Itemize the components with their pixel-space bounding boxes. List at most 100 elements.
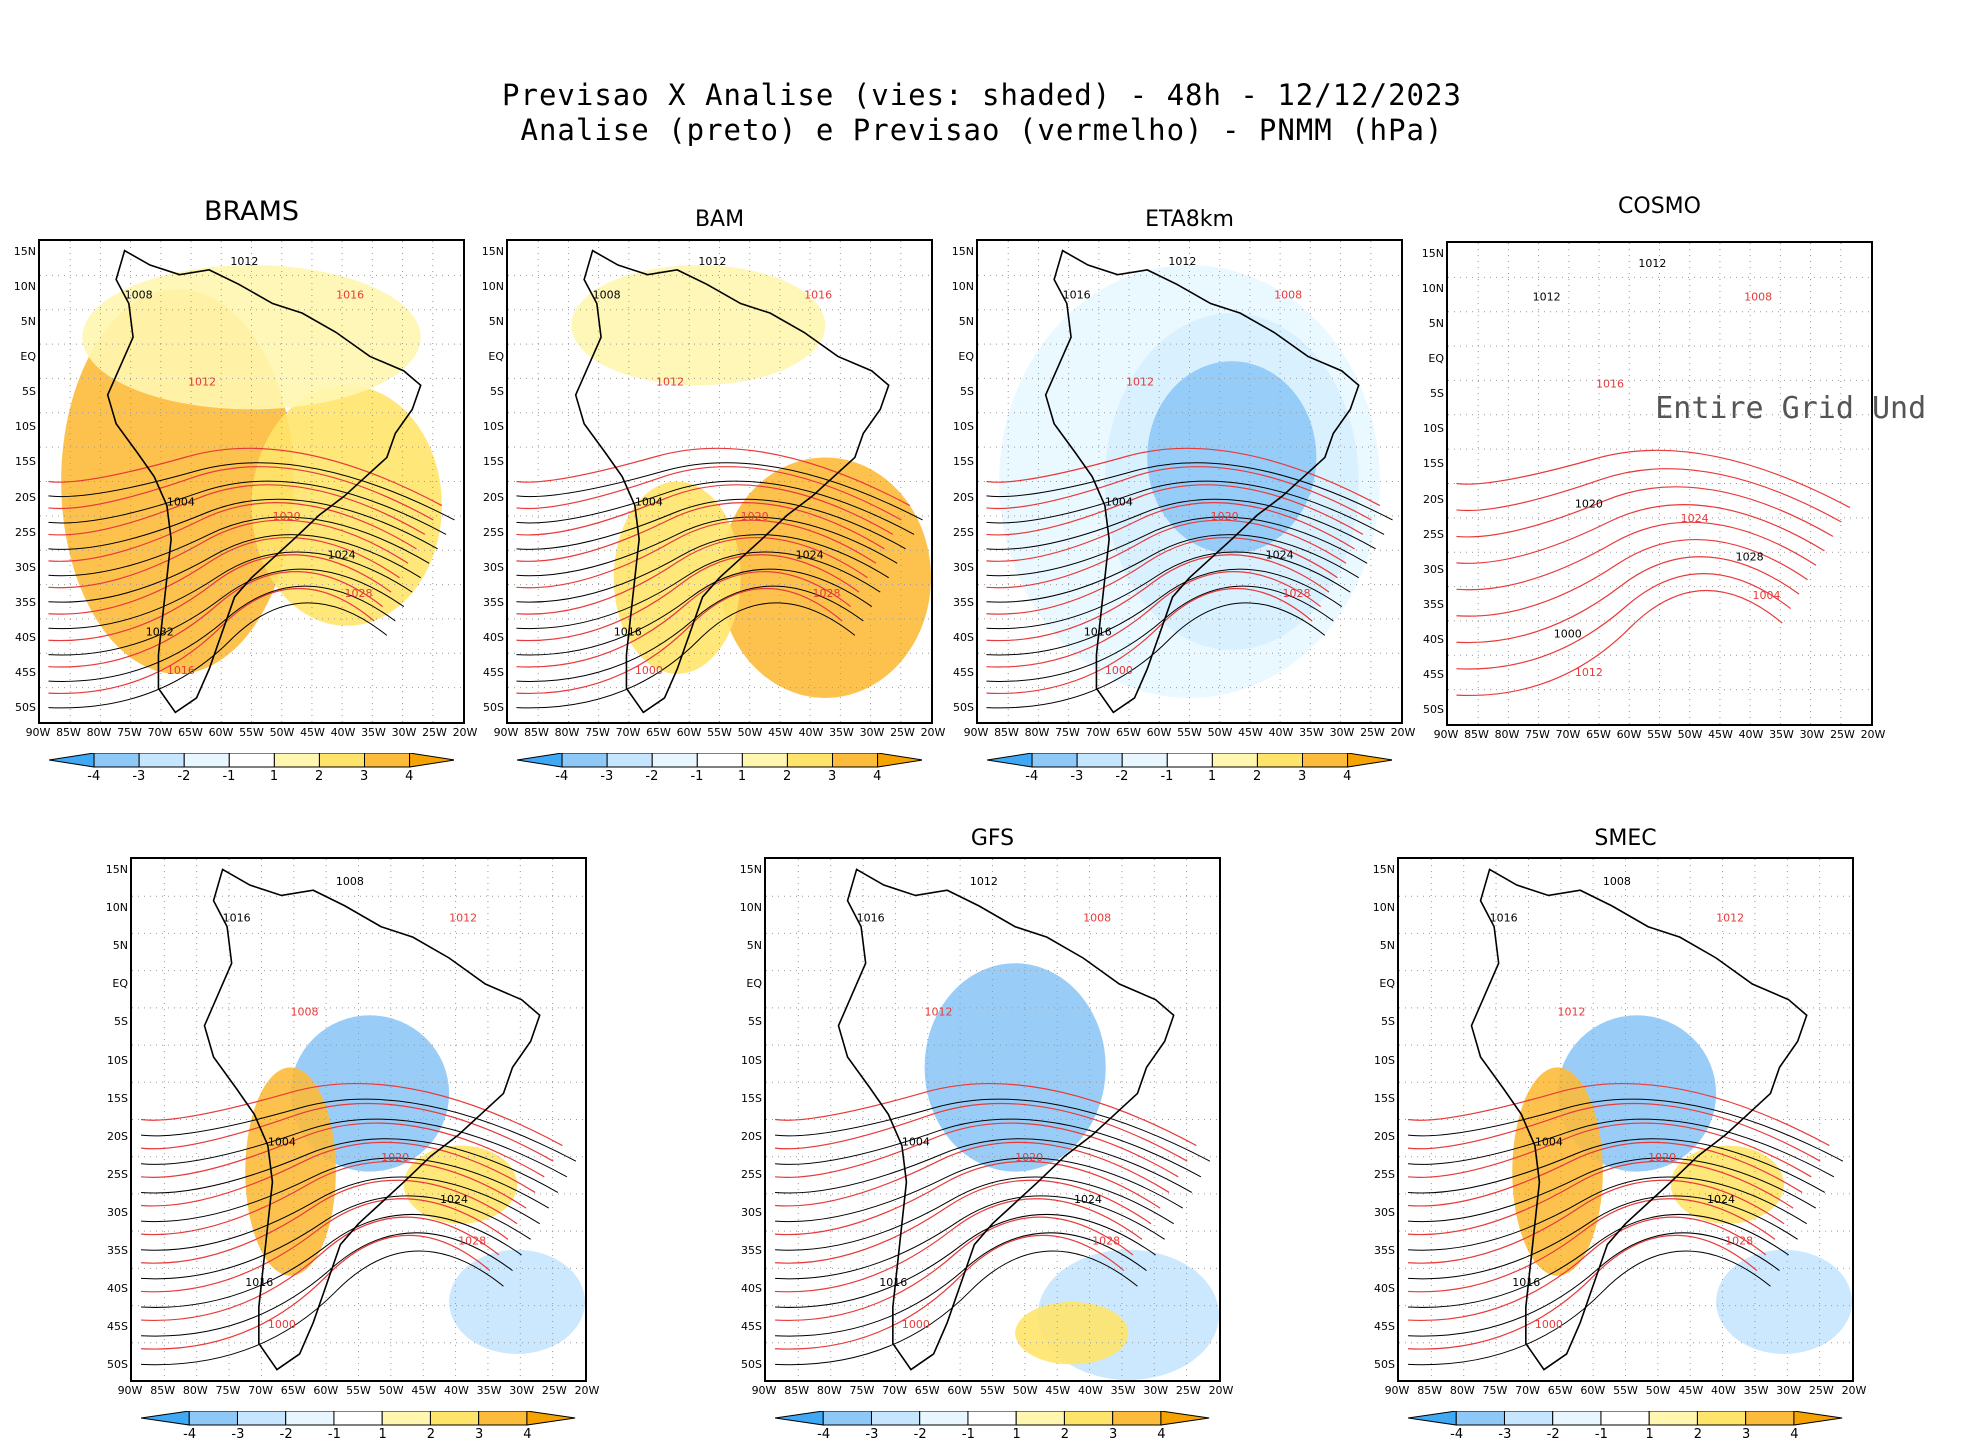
colorbar-swatch <box>1346 752 1393 768</box>
colorbar-swatch <box>986 752 1033 768</box>
lon-label: 20W <box>574 1384 600 1397</box>
forecast-isobar <box>1456 556 1800 644</box>
analysis-isobar <box>141 1195 531 1280</box>
map-panel-eta[interactable]: 1012 1008 1016 1012 1004 1020 1024 1028 1016 1000 <box>976 239 1403 724</box>
analysis-isobar <box>516 534 889 603</box>
map-panel-smec[interactable]: 1008 1012 1016 1012 1004 1020 1024 1028 1016 1000 <box>1397 857 1854 1382</box>
lat-label: 40S <box>953 630 974 644</box>
lon-label: 65W <box>178 726 203 739</box>
analysis-isobar <box>516 516 898 577</box>
forecast-isobar <box>1408 1198 1776 1293</box>
colorbar-label: -3 <box>600 769 614 784</box>
lon-label: 80W <box>1449 1384 1475 1397</box>
lat-label: 45S <box>15 665 36 679</box>
map-panel-brams[interactable]: 1012 1016 1008 1012 1004 1020 1024 1028 1032 1016 <box>38 239 465 724</box>
isobar-label: 1024 <box>328 548 356 561</box>
lon-label: 35W <box>1743 1384 1769 1397</box>
analysis-isobar <box>48 516 430 577</box>
lon-label: 80W <box>816 1384 842 1397</box>
forecast-isobar <box>1456 573 1791 670</box>
colorbar-label: 2 <box>782 769 792 784</box>
isobar-label: 1012 <box>925 1005 953 1018</box>
forecast-isobar <box>48 466 434 521</box>
lat-label: 45S <box>483 665 504 679</box>
lon-label: 30W <box>859 726 885 739</box>
forecast-isobar <box>1407 1102 1821 1162</box>
forecast-isobar <box>1408 1216 1767 1322</box>
isobar-label: 1028 <box>1736 550 1764 563</box>
lon-label: 40W <box>1738 728 1764 741</box>
continent-outline <box>1470 868 1808 1371</box>
lat-label: 20S <box>15 490 36 504</box>
colorbar-label: -3 <box>1498 1427 1512 1442</box>
analysis-isobar <box>775 1118 1202 1178</box>
lon-label: 60W <box>1616 728 1642 741</box>
analysis-isobar <box>775 1138 1193 1194</box>
map-panel-cosmo[interactable]: 1012 1008 1012 1016 1020 1024 1028 1004 1000 1012 <box>1446 241 1873 726</box>
bias-shade-3 <box>403 1145 518 1224</box>
isobar-label: 1016 <box>1596 377 1624 390</box>
map-panel-bam[interactable]: 1012 1016 1008 1012 1004 1020 1024 1028 1016 1000 <box>506 239 933 724</box>
lon-label: 90W <box>117 1384 143 1397</box>
lon-label: 85W <box>1417 1384 1443 1397</box>
lat-label: 35S <box>15 595 36 609</box>
analysis-isobar <box>775 1176 1174 1251</box>
isobar-label: 1020 <box>741 510 769 523</box>
colorbar-label: -1 <box>327 1427 341 1442</box>
colorbar-swatch <box>228 752 275 768</box>
colorbar-label: 2 <box>314 769 324 784</box>
lat-label: 25S <box>483 525 504 539</box>
lat-label: 35S <box>1374 1244 1395 1258</box>
analysis-isobar <box>1408 1157 1817 1223</box>
lat-label: 5N <box>958 315 974 329</box>
lat-label: 50S <box>1374 1358 1395 1372</box>
analysis-isobar <box>141 1098 577 1162</box>
map-panel-gfs[interactable]: 1012 1008 1016 1012 1004 1020 1024 1028 1016 1000 <box>764 857 1221 1382</box>
colorbar-label: 4 <box>523 1427 532 1442</box>
lat-label: 20S <box>1374 1129 1395 1143</box>
lon-label: 35W <box>1110 1384 1136 1397</box>
isobar-label: 1012 <box>1575 666 1603 679</box>
colorbar-label: -1 <box>1160 769 1174 784</box>
lon-label: 30W <box>1329 726 1355 739</box>
lon-label: 50W <box>1207 726 1233 739</box>
isobar-label: 1000 <box>1554 627 1582 640</box>
lat-label: 5S <box>1430 387 1444 401</box>
isobar-label: 1020 <box>273 510 301 523</box>
isobar-label: 1012 <box>1168 255 1196 268</box>
forecast-isobar <box>48 554 392 642</box>
lat-label: 5S <box>748 1015 762 1029</box>
panel-title-cosmo: COSMO <box>1618 194 1701 219</box>
figure-title-line2: Analise (preto) e Previsao (vermelho) - … <box>520 113 1444 147</box>
lat-label: 25S <box>1423 527 1444 541</box>
lon-label: 35W <box>476 1384 502 1397</box>
lon-label: 50W <box>1645 1384 1671 1397</box>
isobar-label: 1016 <box>1512 1276 1540 1289</box>
map-canvas-gfs: 1012 1008 1016 1012 1004 1020 1024 1028 1016 1000 <box>766 859 1219 1380</box>
lon-label: 45W <box>1708 728 1733 741</box>
lat-label: 40S <box>1374 1282 1395 1296</box>
isobar-label: 1008 <box>125 289 153 302</box>
panel-title-eta: ETA8km <box>1145 207 1234 232</box>
colorbar-eta <box>986 752 1393 773</box>
colorbar-swatch <box>967 1410 1018 1426</box>
lon-label: 90W <box>963 726 989 739</box>
lon-label: 65W <box>1547 1384 1573 1397</box>
lon-label: 30W <box>1776 1384 1802 1397</box>
isobar-label: 1016 <box>245 1276 273 1289</box>
lon-label: 70W <box>147 726 173 739</box>
isobar-label: 1020 <box>1015 1151 1043 1164</box>
lon-label: 20W <box>1841 1384 1867 1397</box>
lat-label: 10N <box>481 280 504 294</box>
analysis-isobar <box>986 551 1351 630</box>
colorbar-label: -3 <box>1070 769 1084 784</box>
forecast-isobar <box>774 1102 1188 1162</box>
lat-label: 5S <box>114 1015 128 1029</box>
forecast-isobar <box>141 1234 491 1350</box>
lat-label: 20S <box>107 1129 128 1143</box>
map-panel-p5[interactable]: 1008 1012 1016 1008 1004 1020 1024 1028 1016 1000 <box>130 857 587 1382</box>
colorbar-swatch <box>333 1410 384 1426</box>
lat-label: 45S <box>1374 1320 1395 1334</box>
lat-label: 40S <box>107 1282 128 1296</box>
colorbar-label: -4 <box>1450 1427 1464 1442</box>
